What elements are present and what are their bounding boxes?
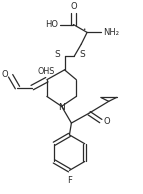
Text: •: • [83,27,86,32]
Text: S: S [79,50,85,59]
Text: HO: HO [45,20,58,29]
Text: N: N [58,103,65,112]
Text: F: F [67,176,72,185]
Text: OHS: OHS [37,67,55,76]
Text: O: O [70,2,77,11]
Text: O: O [104,117,110,126]
Text: O: O [1,70,8,79]
Text: NH₂: NH₂ [103,28,119,37]
Text: S: S [54,50,60,59]
